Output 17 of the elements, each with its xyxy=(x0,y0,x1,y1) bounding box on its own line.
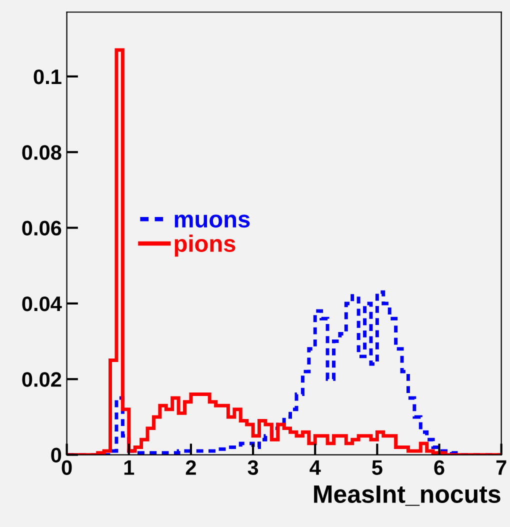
y-tick-label: 0.02 xyxy=(22,372,62,387)
legend-label: pions xyxy=(174,234,236,257)
y-tick-label: 0.06 xyxy=(22,220,62,236)
x-tick-label: 1 xyxy=(124,460,134,475)
y-tick-label: 0 xyxy=(51,448,62,463)
legend-label: muons xyxy=(174,214,250,228)
x-tick-label: 7 xyxy=(496,460,506,475)
x-tick-label: 3 xyxy=(248,460,258,475)
y-tick-label: 0.04 xyxy=(22,296,62,312)
x-tick-label: 5 xyxy=(372,460,382,475)
x-tick-label: 4 xyxy=(310,460,321,475)
x-tick-label: 2 xyxy=(186,460,196,475)
y-tick-label: 0.08 xyxy=(22,145,62,160)
x-tick-label: 0 xyxy=(62,460,72,475)
y-tick-label: 0.1 xyxy=(34,69,62,84)
x-tick-label: 6 xyxy=(434,460,444,475)
x-axis-title: MeasInt_nocuts xyxy=(314,486,500,506)
